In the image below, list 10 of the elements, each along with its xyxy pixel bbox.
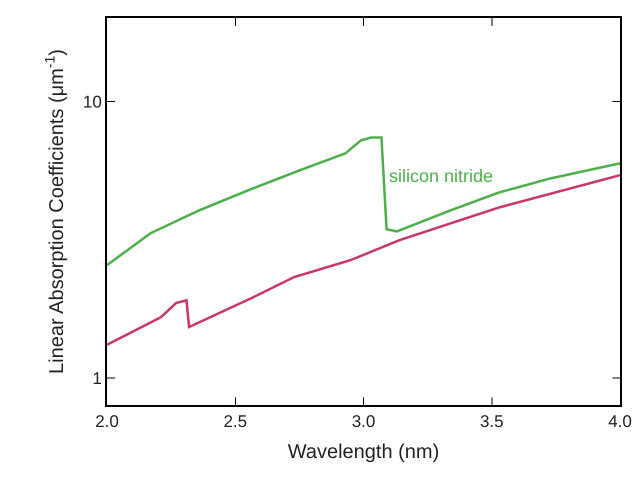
y-tick-label: 1	[92, 369, 102, 388]
y-tick-label: 10	[82, 92, 102, 112]
x-tick-label: 2.0	[95, 412, 119, 432]
x-tick-label: 4.0	[608, 412, 632, 432]
x-tick-label: 2.5	[223, 412, 248, 432]
line-series	[107, 136, 620, 266]
series-label: silicon nitride	[389, 166, 494, 186]
x-tick-label: 3.5	[480, 412, 504, 432]
x-axis-title: Wavelength (nm)	[288, 441, 440, 464]
x-tick-label: 3.0	[352, 412, 376, 432]
